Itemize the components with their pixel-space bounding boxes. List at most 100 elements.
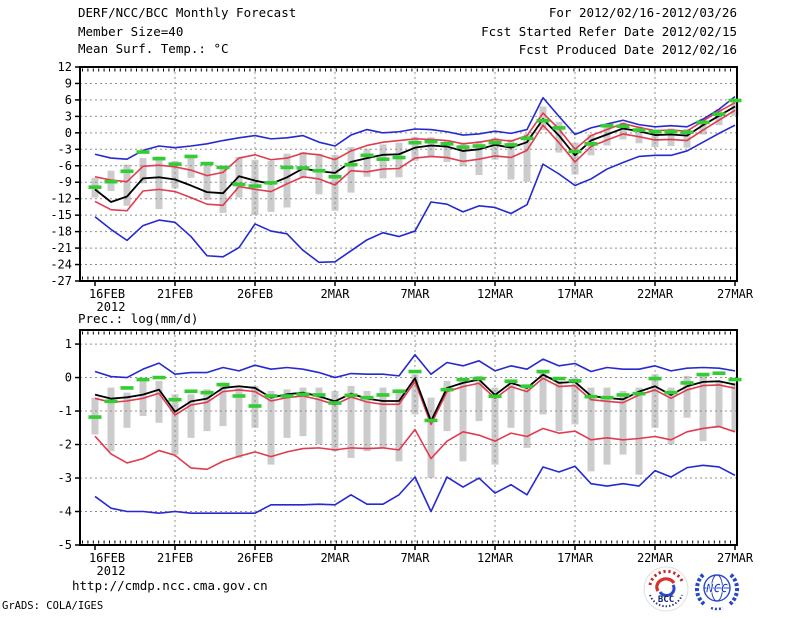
spread-bar bbox=[459, 379, 467, 462]
spread-bar bbox=[635, 387, 643, 475]
observation-dash bbox=[728, 98, 742, 103]
ncc-logo-right-wreath bbox=[728, 572, 740, 606]
observation-dash bbox=[712, 371, 726, 376]
x-tick-label: 22MAR bbox=[637, 287, 674, 301]
observation-dash bbox=[616, 393, 630, 397]
observation-dash bbox=[504, 143, 518, 147]
observation-dash bbox=[200, 161, 214, 166]
x-tick-label: 7MAR bbox=[401, 287, 431, 301]
lower-spread-line bbox=[94, 425, 736, 471]
temp-panel-title: Mean Surf. Temp.: °C bbox=[78, 41, 229, 56]
spread-bar bbox=[427, 397, 435, 479]
observation-dash bbox=[264, 394, 278, 398]
observation-dash bbox=[632, 128, 646, 132]
x-tick-label: 12MAR bbox=[477, 551, 514, 565]
spread-bar bbox=[347, 385, 355, 458]
spread-bar bbox=[219, 382, 227, 427]
x-tick-label: 26FEB bbox=[237, 551, 273, 565]
spread-bar bbox=[203, 389, 211, 432]
plot-frame bbox=[79, 66, 738, 282]
spread-bar bbox=[539, 370, 547, 415]
ncc-logo-left-wreath bbox=[694, 572, 706, 606]
spread-bar bbox=[379, 387, 387, 448]
observation-dash bbox=[136, 150, 150, 154]
temperature-panel: 12 9 6 3 0 -3 -6 -9 -12 -15 -18 -21 -24 -27 16FEB 21FEB… bbox=[50, 60, 754, 314]
observation-dash bbox=[152, 375, 166, 380]
ensemble-max-line bbox=[94, 353, 736, 379]
precip-panel-title: Prec.: log(mm/d) bbox=[78, 311, 199, 326]
observation-dash bbox=[168, 162, 182, 166]
observation-dash bbox=[424, 418, 438, 423]
observation-dash bbox=[568, 149, 582, 154]
y-tick-label: -6 bbox=[58, 159, 72, 173]
spread-bar bbox=[379, 144, 387, 179]
observation-dash bbox=[184, 389, 198, 394]
observation-dash bbox=[408, 369, 422, 374]
observation-dash bbox=[88, 185, 102, 189]
spread-bar bbox=[555, 121, 563, 153]
spread-bar bbox=[155, 156, 163, 210]
observation-dash bbox=[184, 154, 198, 159]
spread-bar bbox=[395, 389, 403, 462]
spread-bar bbox=[283, 389, 291, 438]
observation-dash bbox=[200, 390, 214, 395]
spread-bar bbox=[667, 387, 675, 445]
spread-bar bbox=[171, 394, 179, 455]
y-tick-label: 12 bbox=[58, 60, 72, 74]
x-tick-label: 21FEB bbox=[157, 287, 193, 301]
observation-dash bbox=[104, 399, 118, 404]
observation-dash bbox=[232, 182, 246, 187]
bcc-logo-bottom-arc bbox=[649, 594, 683, 608]
y-tick-label: -18 bbox=[50, 225, 72, 239]
spread-bar bbox=[203, 161, 211, 200]
y-tick-label: 6 bbox=[65, 93, 72, 107]
spread-bar bbox=[443, 139, 451, 162]
spread-bar bbox=[699, 118, 707, 135]
spread-bar bbox=[667, 128, 675, 147]
plot-frame bbox=[79, 329, 738, 546]
y-tick-label: -3 bbox=[58, 142, 72, 156]
bcc-logo-blue-swirl bbox=[658, 584, 676, 597]
observation-dash bbox=[392, 389, 406, 394]
spread-bar bbox=[731, 99, 739, 116]
spread-bar bbox=[555, 380, 563, 432]
y-tick-label: -2 bbox=[58, 438, 72, 452]
observation-dash bbox=[248, 184, 262, 188]
observation-dash bbox=[408, 140, 422, 145]
observation-dash bbox=[680, 381, 694, 385]
ncc-logo: NCC bbox=[694, 572, 740, 611]
observation-dash bbox=[168, 397, 182, 402]
observation-dash bbox=[312, 168, 326, 173]
y-tick-label: -24 bbox=[50, 258, 72, 272]
spread-bar bbox=[603, 127, 611, 146]
observation-dash bbox=[88, 415, 102, 419]
ensemble-mean-line bbox=[94, 105, 736, 203]
ensemble-min-line bbox=[94, 124, 736, 264]
spread-bar bbox=[235, 387, 243, 458]
x-tick-label: 2MAR bbox=[321, 287, 351, 301]
spread-bar bbox=[123, 164, 131, 206]
y-tick-label: 0 bbox=[65, 371, 72, 385]
observation-dash bbox=[424, 139, 438, 144]
observation-dash bbox=[728, 377, 742, 382]
spread-bar bbox=[315, 153, 323, 195]
spread-bar bbox=[139, 158, 147, 184]
header-left: DERF/NCC/BCC Monthly Forecast Member Siz… bbox=[78, 4, 296, 41]
spread-bar bbox=[443, 380, 451, 432]
spread-bar bbox=[587, 387, 595, 472]
upper-spread-line bbox=[94, 377, 736, 426]
observation-dash bbox=[696, 120, 710, 125]
spread-bar bbox=[123, 392, 131, 428]
observation-dash bbox=[472, 144, 486, 148]
observation-dash bbox=[472, 376, 486, 381]
ncc-logo-text: NCC bbox=[705, 582, 728, 596]
spread-bar bbox=[395, 142, 403, 178]
y-tick-label: 9 bbox=[65, 76, 72, 90]
observation-dash bbox=[536, 369, 550, 374]
spread-bar bbox=[411, 374, 419, 415]
spread-bar bbox=[267, 390, 275, 465]
x-tick-label: 21FEB bbox=[157, 551, 193, 565]
observation-dash bbox=[216, 165, 230, 170]
observation-dash bbox=[680, 130, 694, 135]
